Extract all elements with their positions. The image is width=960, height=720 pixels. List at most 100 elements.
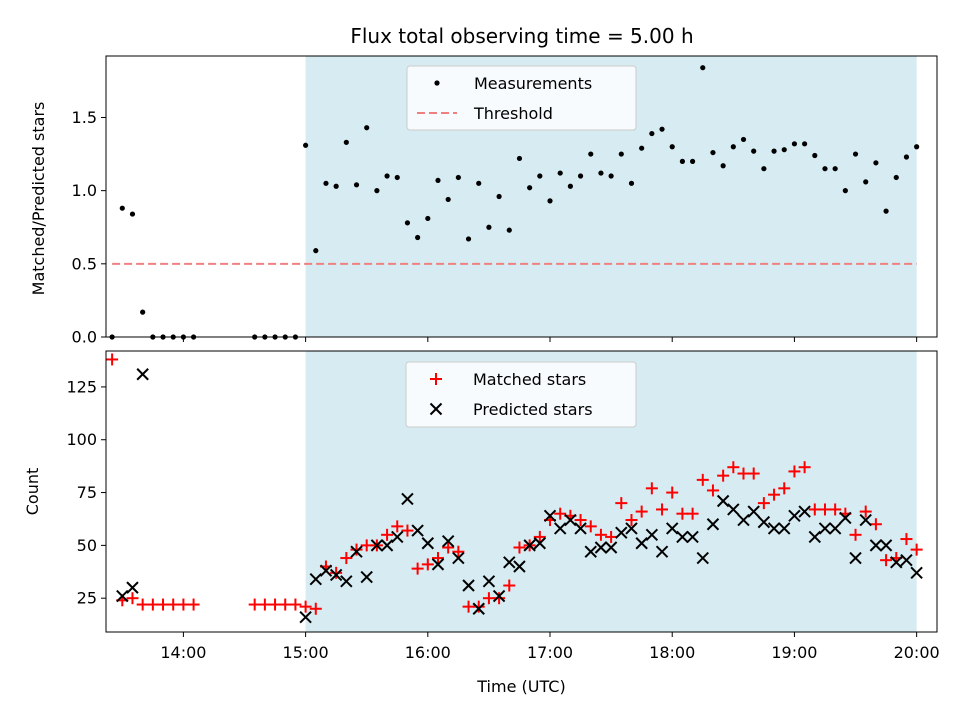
matched-stars-point	[727, 461, 740, 474]
legend-threshold-label: Threshold	[473, 104, 553, 123]
x-tick-label: 18:00	[649, 643, 695, 662]
measurement-point	[710, 149, 716, 156]
predicted-stars-point	[431, 558, 445, 571]
measurement-point	[639, 145, 645, 151]
matched-stars-point	[656, 503, 669, 516]
x-tick-label: 16:00	[405, 643, 451, 662]
measurement-point	[771, 148, 777, 154]
matched-stars-point	[645, 482, 658, 495]
x-tick-label: 14:00	[160, 643, 206, 662]
measurement-point	[577, 173, 584, 179]
predicted-stars-point	[727, 503, 740, 516]
matched-stars-point	[391, 520, 404, 533]
matched-stars-point	[635, 505, 648, 518]
measurement-point	[730, 144, 736, 150]
y-tick-label: 25	[77, 589, 97, 608]
matched-stars-point	[248, 598, 261, 611]
matched-stars-point	[798, 461, 811, 474]
measurement-point	[689, 158, 696, 164]
matched-stars-point	[829, 503, 842, 516]
predicted-stars-point	[666, 522, 679, 535]
measurement-point	[435, 177, 441, 184]
matched-stars-point	[788, 465, 801, 478]
matched-stars-point	[768, 488, 781, 501]
matched-stars-point	[747, 467, 760, 480]
predicted-stars-point	[900, 553, 913, 567]
measurement-point	[465, 236, 472, 242]
matched-stars-point	[859, 505, 872, 518]
predicted-stars-point	[849, 551, 862, 565]
matched-stars-point	[146, 598, 159, 611]
predicted-stars-point	[706, 518, 720, 531]
predicted-stars-point	[462, 579, 475, 592]
y-tick-label: 1.5	[72, 108, 97, 127]
measurement-point	[516, 155, 523, 162]
ratio-panel-frame	[105, 55, 938, 338]
y-tick-label: 125	[66, 377, 97, 396]
matched-stars-point	[849, 528, 862, 541]
matched-stars-point	[808, 503, 821, 516]
matched-stars-point	[136, 598, 149, 611]
predicted-stars-point	[767, 522, 781, 535]
matched-stars-point	[431, 552, 444, 565]
matched-stars-point	[177, 598, 190, 611]
measurement-point	[802, 141, 808, 147]
predicted-stars-point	[441, 534, 455, 548]
measurement-point	[822, 166, 828, 172]
predicted-stars-point	[319, 564, 333, 577]
measurement-point	[537, 173, 543, 179]
predicted-stars-point	[136, 368, 149, 381]
count-y-axis-label: Count	[23, 468, 42, 516]
predicted-stars-point	[676, 530, 689, 544]
matched-stars-point	[493, 592, 506, 605]
measurement-point	[129, 211, 136, 217]
y-tick-label: 1.0	[72, 181, 97, 200]
matched-stars-point	[350, 543, 363, 556]
predicted-stars-point	[859, 513, 872, 527]
matched-stars-point	[594, 528, 607, 541]
measurement-point	[608, 173, 614, 179]
predicted-stars-point	[574, 522, 587, 535]
predicted-stars-point	[482, 575, 496, 588]
legend-predicted-label: Predicted stars	[473, 400, 593, 419]
matched-stars-point	[584, 520, 597, 533]
predicted-stars-point	[696, 551, 709, 565]
predicted-stars-point	[645, 528, 659, 542]
predicted-stars-point	[584, 545, 597, 558]
ratio-y-axis-label: Matched/Predicted stars	[29, 102, 48, 296]
measurement-point	[455, 174, 461, 181]
matched-stars-point	[401, 524, 414, 537]
y-tick-label: 75	[77, 483, 97, 502]
predicted-stars-point	[564, 513, 577, 527]
predicted-stars-point	[594, 541, 608, 554]
measurement-point	[842, 188, 848, 194]
predicted-stars-point	[553, 522, 567, 535]
measurement-point	[557, 170, 563, 176]
matched-stars-point	[717, 469, 730, 482]
matched-stars-point	[167, 598, 180, 611]
y-tick-label: 0.5	[72, 254, 97, 273]
predicted-stars-point	[126, 581, 139, 594]
predicted-stars-point	[503, 556, 516, 569]
matched-stars-point	[666, 486, 679, 499]
matched-stars-point	[513, 541, 526, 554]
matched-stars-point	[910, 543, 923, 556]
measurement-point	[445, 196, 451, 203]
predicted-stars-point	[818, 522, 832, 535]
measurement-point	[812, 152, 818, 159]
matched-stars-point	[299, 600, 312, 613]
measurement-point	[547, 198, 553, 204]
matched-stars-point	[381, 528, 394, 541]
matched-stars-point	[472, 600, 485, 613]
matched-stars-point	[411, 562, 424, 575]
measurement-point	[313, 248, 319, 254]
predicted-stars-point	[686, 530, 699, 544]
predicted-stars-point	[757, 515, 771, 529]
predicted-stars-point	[890, 556, 903, 569]
predicted-stars-point	[615, 526, 628, 539]
legend-measurements-marker	[434, 80, 440, 86]
measurement-point	[893, 174, 899, 181]
matched-stars-point	[279, 598, 292, 611]
matched-stars-point	[157, 598, 170, 611]
